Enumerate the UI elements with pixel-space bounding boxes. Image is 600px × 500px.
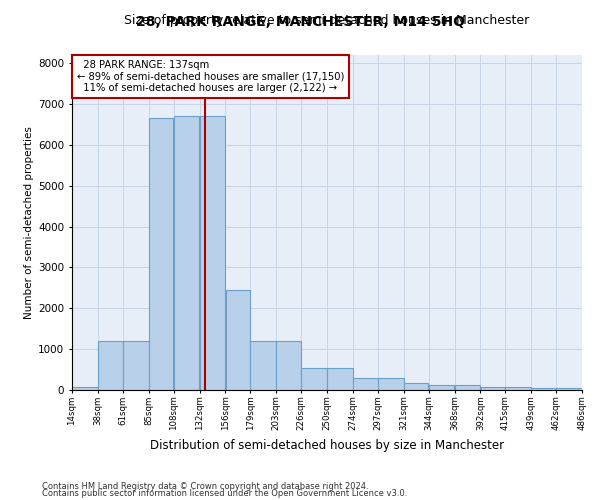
Bar [123,341,149,390]
Bar [149,118,173,390]
Bar [556,388,582,390]
Bar [98,341,122,390]
Bar [301,368,327,390]
Bar [327,368,353,390]
Bar [532,388,556,390]
Bar [174,116,199,390]
X-axis label: Distribution of semi-detached houses by size in Manchester: Distribution of semi-detached houses by … [150,439,504,452]
Bar [226,290,250,390]
Y-axis label: Number of semi-detached properties: Number of semi-detached properties [24,126,34,319]
Bar [455,384,480,390]
Bar [378,378,404,390]
Bar [429,384,454,390]
Bar [200,116,225,390]
Text: Contains public sector information licensed under the Open Government Licence v3: Contains public sector information licen… [42,490,407,498]
Bar [72,387,98,390]
Bar [481,386,505,390]
Bar [404,382,428,390]
Text: 28, PARK RANGE, MANCHESTER, M14 5HQ: 28, PARK RANGE, MANCHESTER, M14 5HQ [136,15,464,29]
Text: Contains HM Land Registry data © Crown copyright and database right 2024.: Contains HM Land Registry data © Crown c… [42,482,368,491]
Bar [250,341,276,390]
Bar [505,386,531,390]
Bar [353,378,377,390]
Bar [277,341,301,390]
Text: 28 PARK RANGE: 137sqm
← 89% of semi-detached houses are smaller (17,150)
  11% o: 28 PARK RANGE: 137sqm ← 89% of semi-deta… [77,60,344,93]
Title: Size of property relative to semi-detached houses in Manchester: Size of property relative to semi-detach… [124,14,530,28]
